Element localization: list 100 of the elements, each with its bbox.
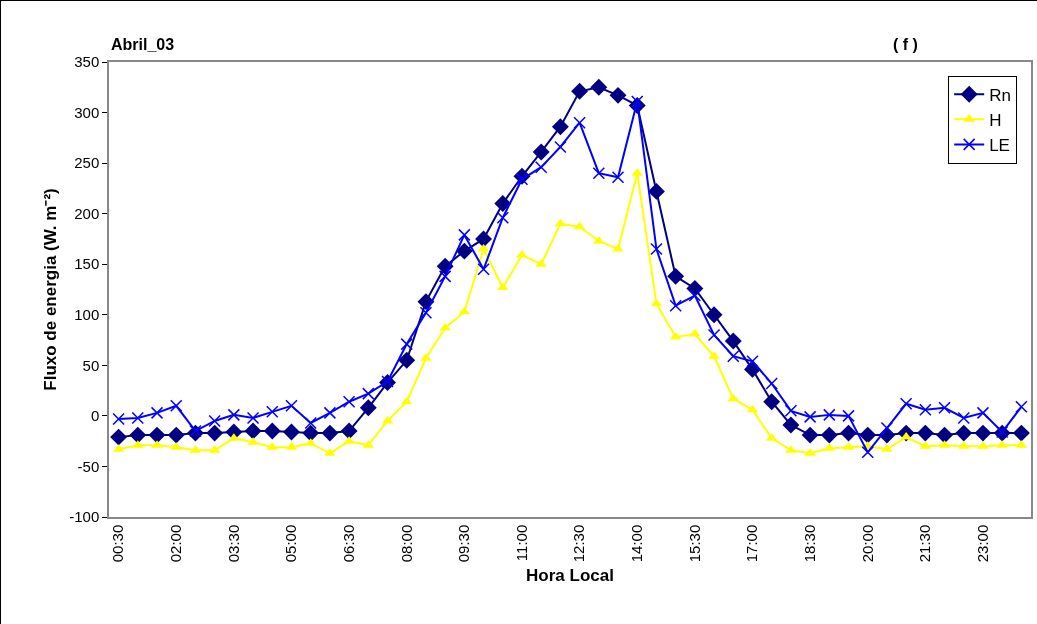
y-tick-label: 200 <box>74 204 100 222</box>
point <box>302 424 320 442</box>
point <box>169 399 183 413</box>
point <box>475 230 493 248</box>
y-tick-label: -100 <box>69 508 100 526</box>
point <box>763 393 781 411</box>
x-tick-label: 03:30 <box>224 524 242 563</box>
x-tick-label: 18:30 <box>800 524 818 563</box>
point <box>244 422 262 440</box>
point <box>110 428 128 446</box>
point <box>398 351 416 369</box>
legend-label: H <box>989 110 1002 130</box>
point <box>131 411 145 425</box>
point <box>880 421 894 435</box>
y-tick-label: 150 <box>74 255 100 273</box>
x-tick-label: 02:00 <box>167 524 185 563</box>
x-tick-label: 11:00 <box>512 524 530 562</box>
point <box>919 403 932 417</box>
point <box>1015 400 1028 414</box>
point <box>455 242 473 260</box>
point <box>842 409 855 423</box>
point <box>916 424 934 442</box>
x-tick-label: 00:30 <box>109 524 127 563</box>
point <box>112 412 125 426</box>
point <box>859 426 877 444</box>
point <box>801 426 819 444</box>
point <box>246 411 260 425</box>
point <box>1012 424 1030 442</box>
point <box>283 423 300 441</box>
point <box>571 82 589 100</box>
point <box>534 160 548 174</box>
point <box>285 399 298 413</box>
point <box>669 299 682 312</box>
point <box>206 424 224 442</box>
point <box>630 95 644 108</box>
point <box>840 424 857 442</box>
x-tick-label: 23:00 <box>973 524 991 563</box>
y-tick-label: 350 <box>74 53 100 71</box>
point <box>150 406 164 420</box>
x-tick-label: 20:00 <box>858 524 876 563</box>
point <box>342 395 356 408</box>
point <box>148 426 166 444</box>
point <box>515 173 529 186</box>
legend-label: Rn <box>989 85 1011 105</box>
point <box>551 118 569 136</box>
x-tick-label: 14:00 <box>628 524 646 563</box>
point <box>417 293 435 311</box>
point <box>208 414 221 428</box>
x-tick-label: 12:30 <box>570 524 588 563</box>
point <box>263 422 281 440</box>
point <box>532 143 550 161</box>
x-tick-label: 21:30 <box>916 524 934 563</box>
x-tick-label: 06:30 <box>339 524 357 563</box>
point <box>458 228 471 242</box>
point <box>784 404 798 418</box>
point <box>707 328 721 342</box>
x-tick-label: 17:00 <box>743 524 761 563</box>
point <box>936 426 954 444</box>
x-tick-label: 09:30 <box>455 524 473 563</box>
point <box>976 406 990 420</box>
y-axis-title: Fluxo de energia (W. m⁻²) <box>41 188 61 391</box>
point <box>650 242 663 256</box>
point <box>189 424 202 438</box>
point <box>438 270 452 283</box>
point <box>746 355 759 368</box>
point <box>803 410 817 424</box>
point <box>362 387 375 400</box>
point <box>419 306 433 320</box>
y-tick-label: -50 <box>77 457 100 475</box>
point <box>688 289 702 302</box>
point <box>705 306 723 324</box>
x-axis-title: Hora Local <box>526 566 614 586</box>
point <box>724 332 742 350</box>
point <box>823 408 836 422</box>
y-tick-label: 100 <box>74 306 100 324</box>
point <box>592 166 606 180</box>
point <box>765 377 778 390</box>
text: Abril_03 <box>111 36 175 53</box>
point <box>129 426 147 444</box>
point <box>496 211 510 224</box>
point <box>266 405 279 419</box>
point <box>494 195 512 213</box>
legend-label: LE <box>989 136 1010 156</box>
point <box>590 78 608 96</box>
point <box>611 171 625 184</box>
y-tick-label: 50 <box>82 356 100 374</box>
point <box>647 182 665 200</box>
point <box>974 424 992 442</box>
y-tick-label: 300 <box>74 103 100 121</box>
point <box>400 337 413 351</box>
point <box>321 424 339 442</box>
point <box>955 424 973 442</box>
text: ( f ) <box>893 36 918 53</box>
point <box>609 86 627 104</box>
point <box>340 422 358 440</box>
x-tick-label: 05:00 <box>282 524 300 563</box>
point <box>554 140 567 154</box>
point <box>359 399 377 417</box>
point <box>820 426 838 444</box>
y-tick-label: 250 <box>74 154 100 172</box>
